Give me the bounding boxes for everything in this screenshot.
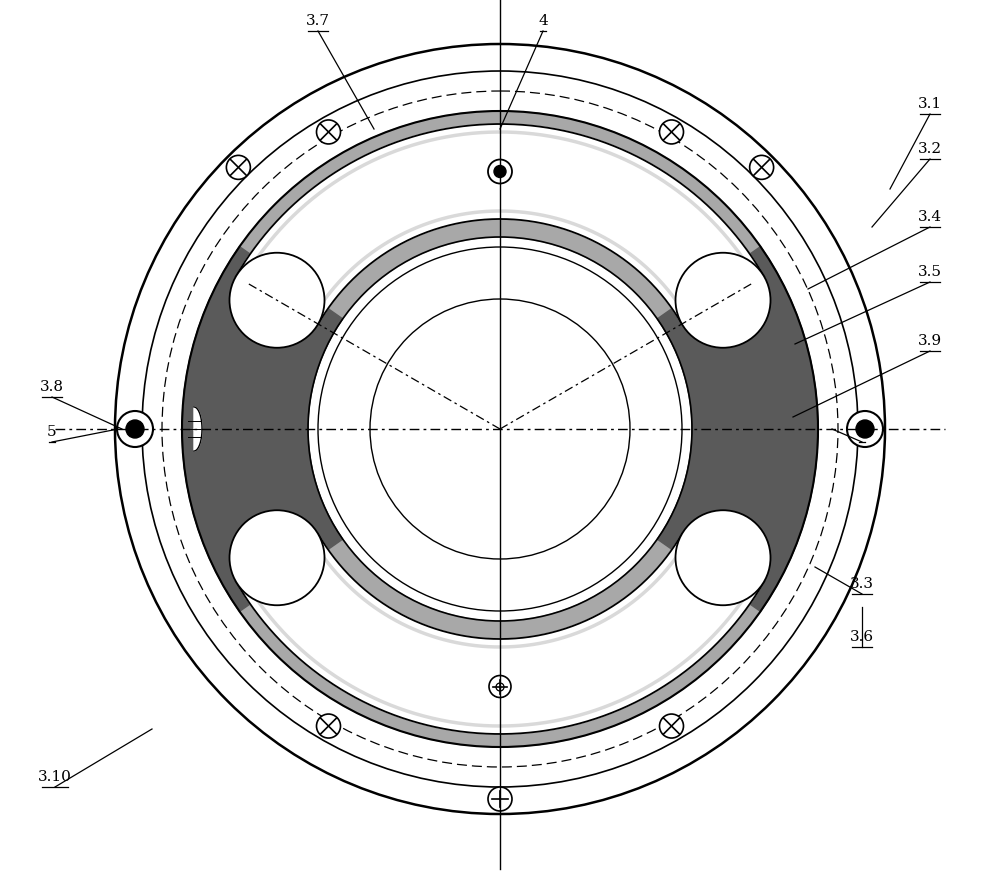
Circle shape [490, 677, 510, 697]
Polygon shape [236, 534, 764, 734]
Text: 4: 4 [538, 14, 548, 28]
Circle shape [856, 420, 874, 438]
Circle shape [229, 510, 324, 605]
Circle shape [660, 714, 684, 738]
Circle shape [494, 167, 506, 178]
Text: 3.3: 3.3 [850, 576, 874, 590]
Text: 3.2: 3.2 [918, 142, 942, 156]
Text: 3.1: 3.1 [918, 96, 942, 111]
Circle shape [316, 121, 340, 145]
Polygon shape [194, 408, 202, 452]
Text: 5: 5 [47, 424, 57, 438]
Text: 3.10: 3.10 [38, 769, 72, 783]
Circle shape [489, 676, 511, 698]
Circle shape [226, 156, 250, 180]
Circle shape [229, 253, 324, 348]
Circle shape [317, 714, 341, 738]
Polygon shape [182, 112, 818, 747]
Text: 3.7: 3.7 [306, 14, 330, 28]
Circle shape [126, 420, 144, 438]
Circle shape [488, 787, 512, 811]
Circle shape [750, 156, 774, 180]
Circle shape [847, 411, 883, 447]
Circle shape [676, 253, 771, 348]
Text: 3.4: 3.4 [918, 210, 942, 224]
Circle shape [676, 510, 771, 605]
Text: 3.6: 3.6 [850, 630, 874, 643]
Circle shape [117, 411, 153, 447]
Text: 3.9: 3.9 [918, 333, 942, 347]
Text: 3.5: 3.5 [918, 265, 942, 279]
Circle shape [488, 160, 512, 184]
Text: 6: 6 [857, 424, 867, 438]
Text: 3.8: 3.8 [40, 380, 64, 394]
Circle shape [490, 162, 510, 182]
Circle shape [660, 121, 684, 145]
Polygon shape [657, 247, 818, 611]
Polygon shape [236, 125, 764, 324]
Polygon shape [182, 247, 343, 611]
